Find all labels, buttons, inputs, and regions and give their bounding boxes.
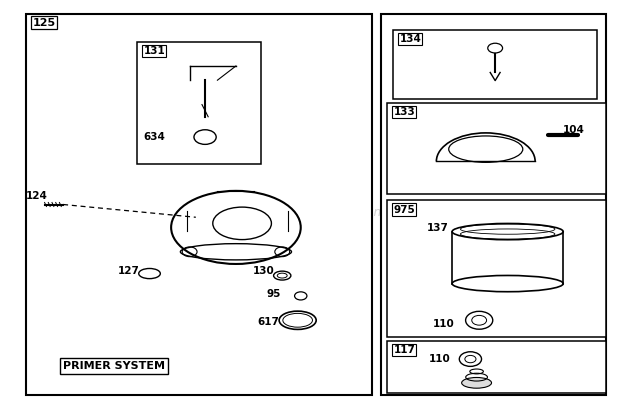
Bar	[26, 13, 372, 396]
Text: 130: 130	[253, 265, 275, 276]
Text: 137: 137	[427, 223, 449, 233]
Bar	[387, 103, 606, 194]
Text: 104: 104	[563, 125, 585, 135]
Text: 634: 634	[143, 132, 165, 142]
Text: 110: 110	[433, 319, 454, 329]
Text: 117: 117	[393, 345, 415, 355]
Text: 131: 131	[143, 46, 165, 56]
Text: PRIMER SYSTEM: PRIMER SYSTEM	[63, 361, 165, 371]
Bar	[387, 341, 606, 393]
Bar	[393, 30, 597, 99]
Bar	[381, 13, 606, 396]
Text: 125: 125	[32, 18, 55, 28]
Text: 95: 95	[267, 289, 281, 299]
Text: 133: 133	[393, 107, 415, 117]
Bar	[137, 42, 260, 164]
Bar	[387, 200, 606, 337]
Text: 110: 110	[429, 354, 451, 364]
Text: 127: 127	[117, 265, 140, 276]
Text: 617: 617	[257, 317, 280, 327]
Text: 975: 975	[393, 204, 415, 214]
Text: eReplacementParts.com: eReplacementParts.com	[234, 206, 386, 219]
Text: 124: 124	[26, 191, 48, 201]
Ellipse shape	[462, 378, 492, 388]
Text: 134: 134	[399, 34, 422, 44]
